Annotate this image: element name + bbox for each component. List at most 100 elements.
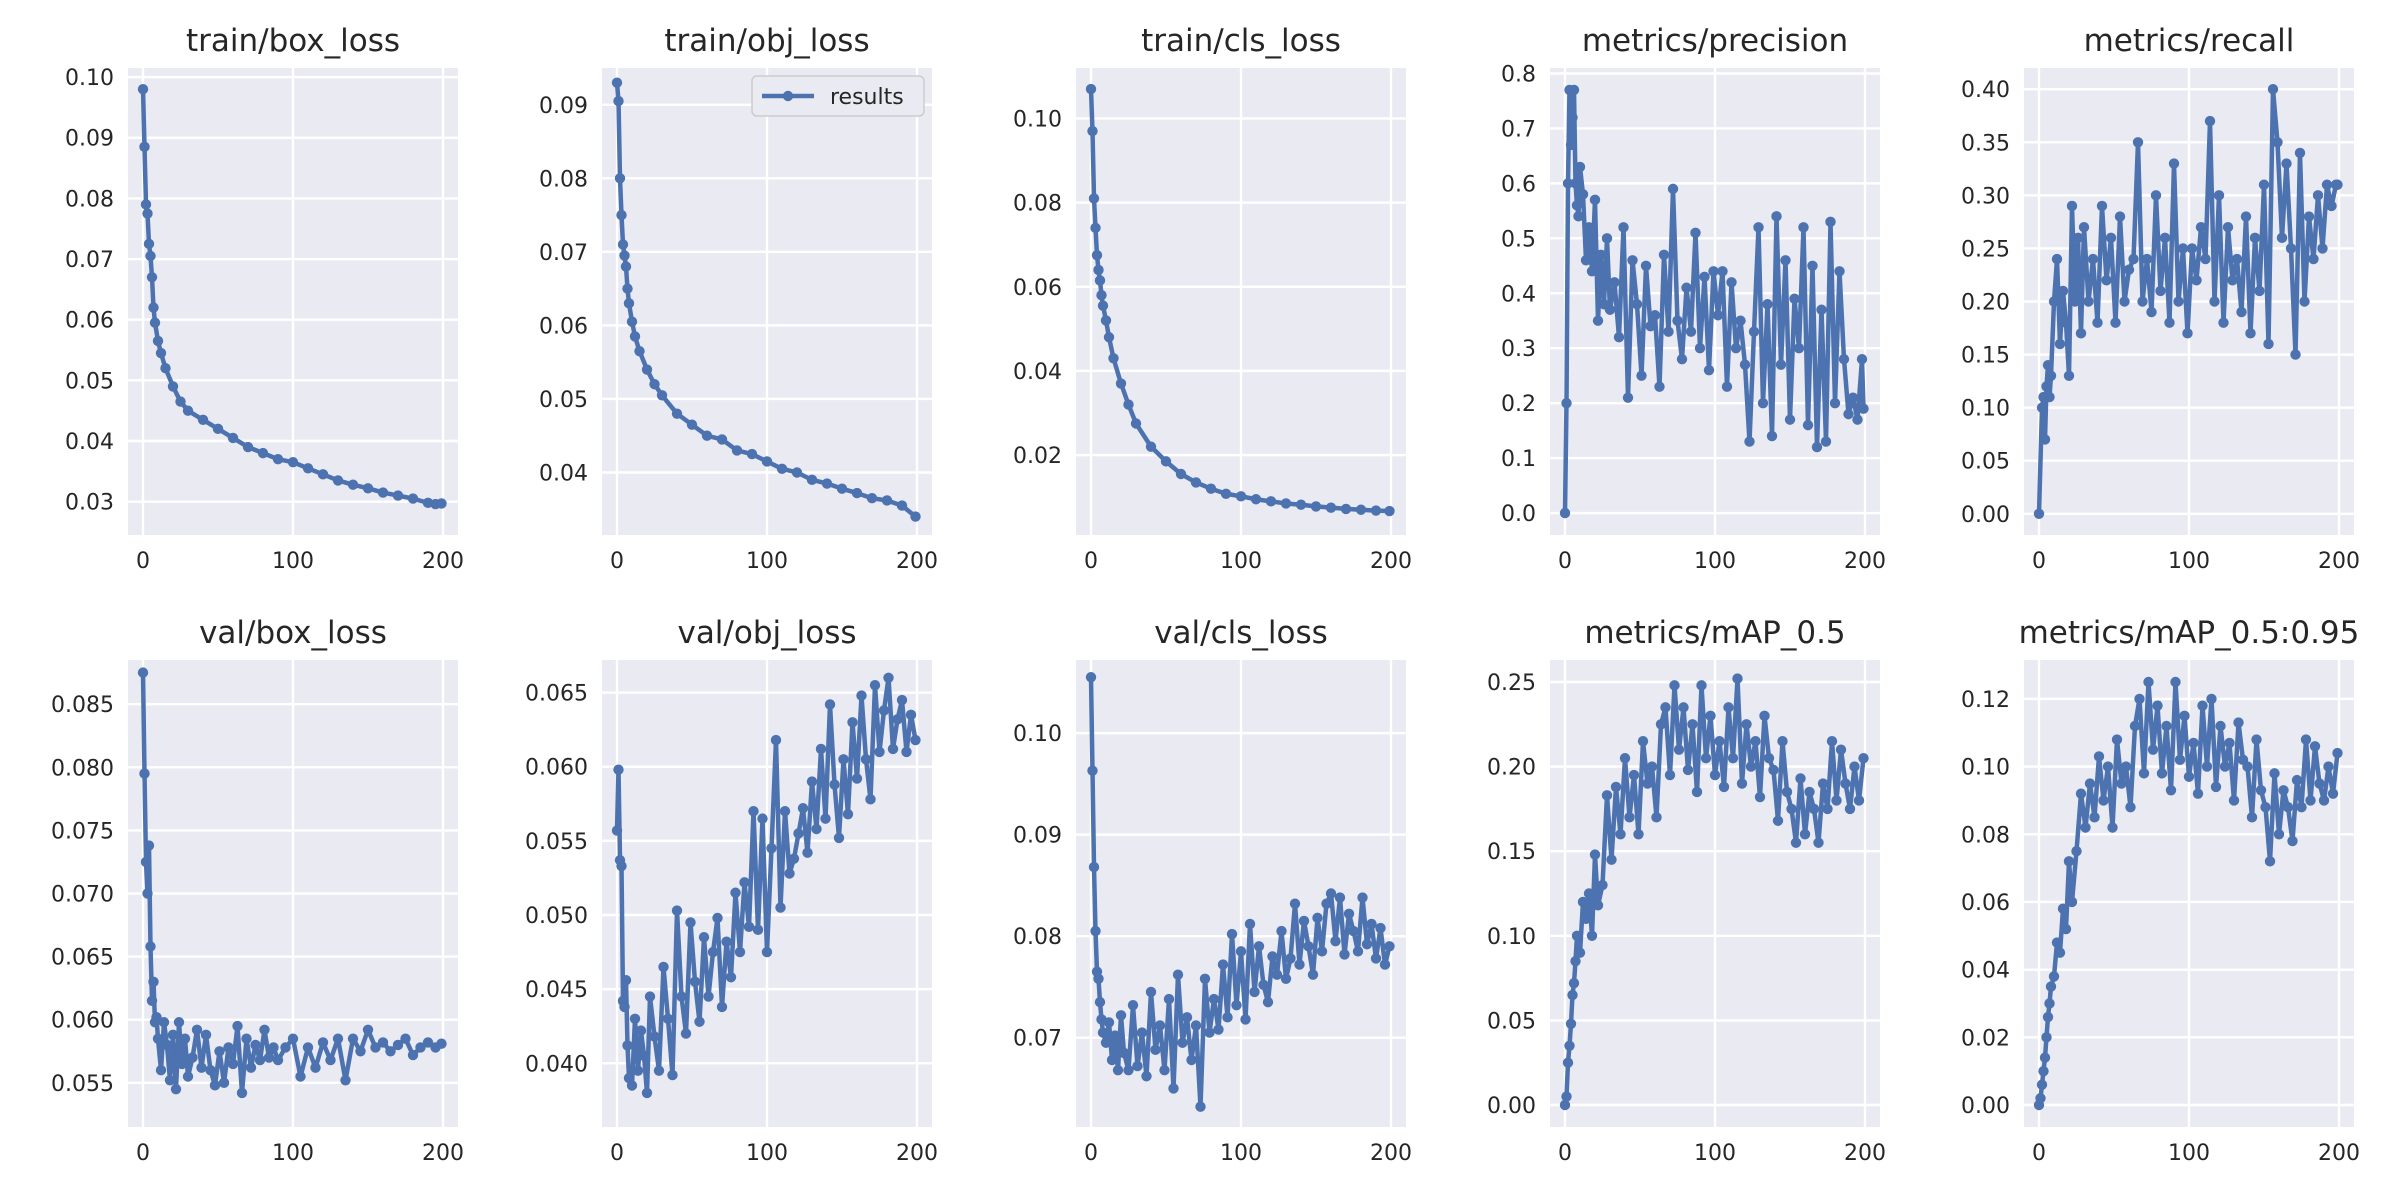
data-point	[811, 823, 822, 835]
data-point	[649, 379, 660, 390]
data-point	[2132, 137, 2144, 148]
data-point	[2174, 754, 2186, 766]
data-point	[2075, 788, 2087, 799]
data-point	[1580, 913, 1592, 925]
data-point	[1610, 781, 1622, 793]
x-tick-label: 0	[1558, 549, 1572, 574]
subplot-9: 0 100 200 0.00 0.02 0.04 0.06 0.08 0.10 0.12 metri…	[1961, 615, 2360, 1166]
data-point	[2125, 802, 2136, 813]
data-point	[2240, 211, 2252, 222]
data-point	[752, 924, 764, 936]
data-point	[1708, 266, 1719, 277]
data-point	[671, 905, 683, 916]
x-tick-label: 0	[2032, 549, 2046, 574]
y-tick-label: 0.03	[65, 491, 114, 516]
data-point	[2309, 741, 2321, 752]
data-point	[2045, 981, 2057, 992]
x-tick-label: 200	[2318, 549, 2360, 574]
data-point	[1583, 222, 1595, 233]
data-point	[770, 734, 782, 746]
data-point	[1741, 719, 1752, 730]
data-point	[158, 1017, 170, 1028]
data-point	[865, 794, 876, 805]
data-point	[1687, 719, 1698, 730]
data-point	[2192, 788, 2204, 799]
data-point	[1822, 803, 1833, 815]
data-point	[2200, 253, 2211, 265]
data-point	[1097, 300, 1109, 311]
data-point	[1838, 353, 1850, 365]
data-point	[355, 1046, 366, 1057]
data-point	[2210, 781, 2222, 793]
data-point	[1628, 769, 1640, 781]
data-point	[1721, 381, 1733, 392]
data-point	[1213, 1024, 1224, 1035]
data-point	[1348, 925, 1359, 937]
data-point	[2263, 338, 2274, 350]
data-point	[686, 419, 698, 430]
data-point	[892, 714, 903, 725]
data-point	[160, 363, 171, 374]
data-point	[1370, 505, 1382, 516]
y-tick-label: 0.060	[51, 1009, 114, 1034]
y-tick-label: 0.35	[1961, 131, 2010, 156]
data-point	[161, 1039, 173, 1051]
data-point	[2299, 296, 2310, 307]
data-point	[614, 173, 626, 184]
data-point	[2182, 328, 2193, 339]
data-point	[2267, 84, 2279, 95]
data-point	[2224, 737, 2235, 749]
data-point	[182, 1071, 194, 1082]
data-point	[1094, 996, 1106, 1008]
data-point	[2110, 317, 2121, 328]
data-point	[716, 434, 728, 445]
data-point	[2042, 1011, 2054, 1023]
data-point	[1694, 343, 1706, 354]
data-point	[1090, 925, 1101, 937]
data-point	[622, 1040, 633, 1051]
data-point	[1303, 941, 1314, 952]
data-point	[2119, 296, 2130, 307]
data-point	[1565, 139, 1577, 151]
y-tick-label: 0.20	[1961, 291, 2010, 316]
data-point	[2036, 1079, 2048, 1090]
subplot-1: 0 100 200 0.04 0.05 0.06 0.07 0.08 0.09 train/obj…	[539, 23, 938, 574]
data-point	[1093, 973, 1104, 984]
y-tick-label: 0.10	[1487, 925, 1536, 950]
data-point	[1703, 364, 1715, 376]
data-point	[1580, 255, 1592, 266]
data-point	[223, 1042, 234, 1053]
data-point	[1321, 898, 1332, 909]
data-point	[1597, 879, 1608, 891]
y-tick-label: 0.40	[1961, 78, 2010, 103]
y-tick-label: 0.10	[1961, 756, 2010, 781]
data-point	[2173, 296, 2184, 307]
data-point	[620, 975, 632, 986]
data-point	[1195, 1101, 1206, 1112]
data-point	[1222, 1012, 1233, 1023]
data-point	[205, 1065, 216, 1076]
data-point	[856, 690, 867, 701]
data-point	[1754, 791, 1766, 803]
data-point	[2312, 190, 2324, 201]
data-point	[2290, 349, 2301, 360]
data-point	[1813, 837, 1824, 848]
data-point	[1820, 436, 1832, 447]
data-point	[1168, 1083, 1179, 1094]
data-point	[1759, 710, 1770, 722]
data-point	[725, 972, 737, 983]
data-point	[187, 1052, 198, 1063]
data-point	[1636, 370, 1647, 381]
data-point	[757, 813, 768, 824]
data-point	[1834, 266, 1845, 277]
subplot-title: train/cls_loss	[1141, 23, 1341, 59]
data-point	[1384, 941, 1395, 952]
y-tick-label: 0.07	[1013, 1027, 1062, 1052]
data-point	[2044, 391, 2055, 403]
data-point	[1112, 1064, 1124, 1076]
data-point	[1097, 1027, 1109, 1038]
data-point	[1577, 189, 1589, 200]
data-point	[2045, 370, 2057, 381]
